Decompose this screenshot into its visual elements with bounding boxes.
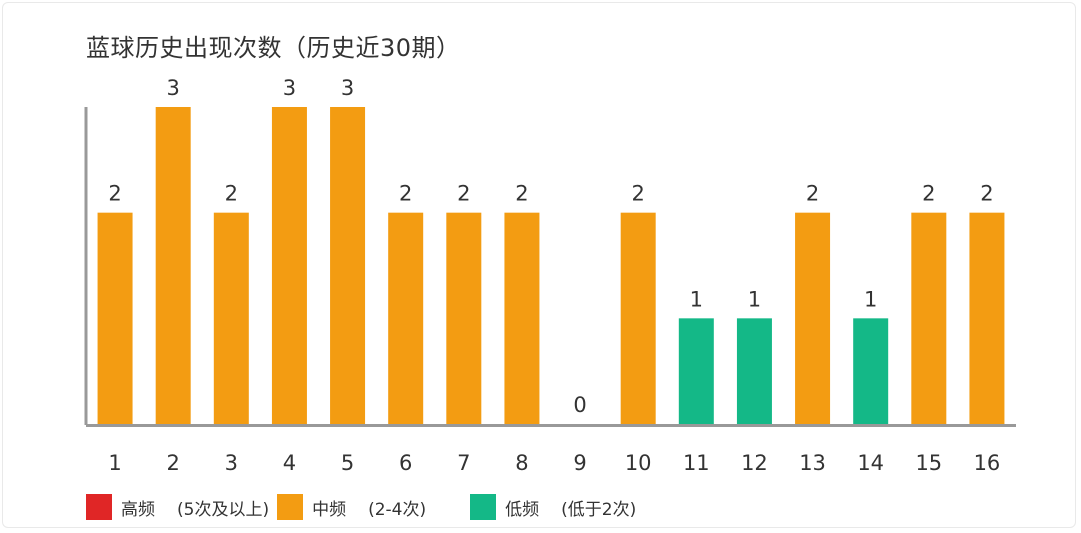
bar (330, 107, 366, 424)
legend-item-mid: 中频 (2-4次) (277, 494, 426, 520)
bar (678, 318, 714, 424)
bar-value-label: 1 (864, 287, 877, 311)
x-tick-label: 1 (108, 451, 121, 475)
legend: 高频 (5次及以上) 中频 (2-4次) 低频 (低于2次) (86, 492, 636, 522)
bar (271, 107, 307, 424)
bar (795, 212, 831, 424)
x-tick-label: 11 (683, 451, 710, 475)
bar (736, 318, 772, 424)
x-tick-label: 8 (515, 451, 528, 475)
x-tick-label: 15 (915, 451, 942, 475)
x-tick-label: 12 (741, 451, 768, 475)
bar-value-label: 3 (167, 76, 180, 100)
x-tick-label: 5 (341, 451, 354, 475)
x-tick-label: 3 (225, 451, 238, 475)
legend-label-low: 低频 (505, 499, 540, 520)
x-tick-label: 16 (974, 451, 1001, 475)
bar-value-label: 3 (283, 76, 296, 100)
bar-value-label: 2 (399, 182, 412, 206)
x-tick-label: 7 (457, 451, 470, 475)
bar-value-label: 3 (341, 76, 354, 100)
bar (853, 318, 889, 424)
bar (446, 212, 482, 424)
bar-value-label: 2 (108, 182, 121, 206)
bar (213, 212, 249, 424)
x-tick-label: 4 (283, 451, 296, 475)
bar-value-label: 1 (748, 287, 761, 311)
bar-value-label: 1 (690, 287, 703, 311)
bar-value-label: 2 (515, 182, 528, 206)
bar (911, 212, 947, 424)
bar (969, 212, 1005, 424)
legend-label-high: 高频 (121, 499, 155, 520)
legend-swatch-low (470, 494, 497, 520)
bar-value-label: 2 (806, 182, 819, 206)
legend-note-high: (5次及以上) (177, 499, 270, 520)
bar-value-label: 2 (225, 182, 238, 206)
chart-title: 蓝球历史出现次数（历史近30期） (86, 34, 461, 62)
bar-value-label: 2 (922, 182, 935, 206)
bar-value-label: 0 (573, 393, 586, 417)
bar (504, 212, 540, 424)
legend-swatch-mid (277, 494, 304, 520)
legend-label-mid: 中频 (312, 499, 347, 520)
bar (155, 107, 191, 424)
x-tick-label: 6 (399, 451, 412, 475)
x-tick-label: 2 (167, 451, 180, 475)
x-tick-label: 10 (625, 451, 652, 475)
legend-note-low: (低于2次) (561, 499, 637, 520)
bar-value-label: 2 (980, 182, 993, 206)
bar-value-label: 2 (457, 182, 470, 206)
legend-note-mid: (2-4次) (368, 499, 427, 520)
legend-item-high: 高频 (5次及以上) (86, 494, 269, 520)
x-tick-label: 13 (799, 451, 826, 475)
x-tick-label: 14 (857, 451, 884, 475)
legend-swatch-high (86, 494, 112, 520)
bar-value-label: 2 (632, 182, 645, 206)
bar (388, 212, 424, 424)
x-tick-label: 9 (573, 451, 586, 475)
bar (97, 212, 133, 424)
bar (620, 212, 656, 424)
legend-item-low: 低频 (低于2次) (470, 494, 636, 520)
